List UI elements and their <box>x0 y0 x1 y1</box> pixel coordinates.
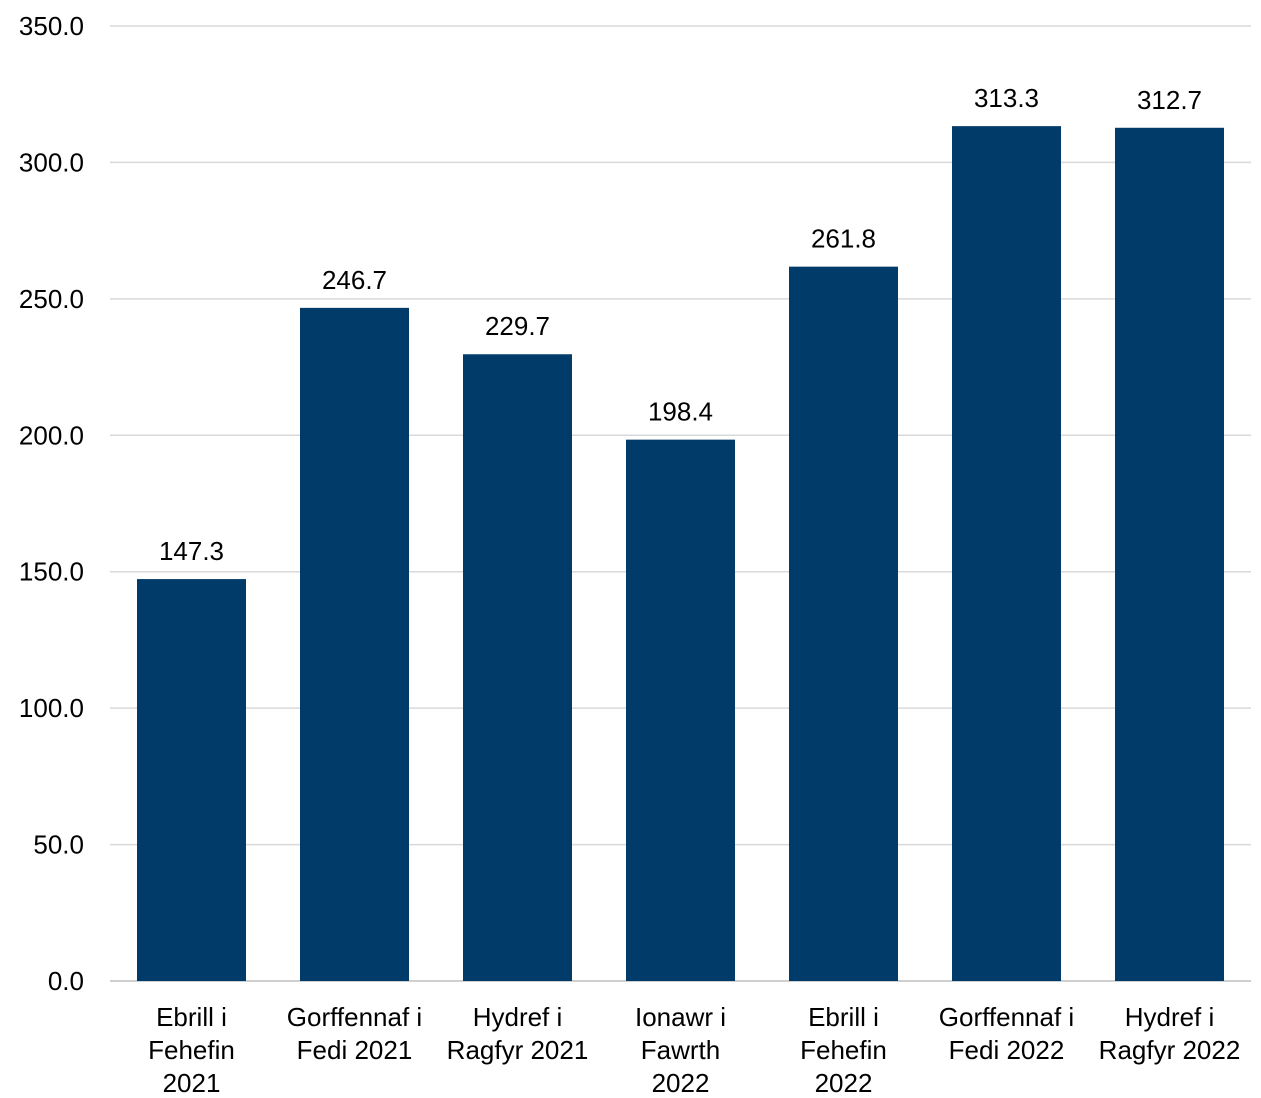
y-tick-label-1: 50.0 <box>33 830 84 860</box>
data-label-3: 198.4 <box>648 397 713 427</box>
y-tick-label-7: 350.0 <box>19 11 84 41</box>
bars <box>137 126 1224 982</box>
y-tick-label-4: 200.0 <box>19 420 84 450</box>
data-label-1: 246.7 <box>322 265 387 295</box>
data-label-2: 229.7 <box>485 311 550 341</box>
bar-3 <box>626 439 735 981</box>
x-tick-label-6-line-0: Hydref i <box>1125 1002 1215 1032</box>
x-tick-label-2: Hydref i Ragfyr 2021 <box>447 1002 589 1065</box>
data-label-5: 313.3 <box>974 83 1039 113</box>
x-tick-label-5: Gorffennaf i Fedi 2022 <box>939 1002 1074 1065</box>
bar-6 <box>1115 127 1224 982</box>
x-tick-label-5-line-1: Fedi 2022 <box>949 1035 1065 1065</box>
data-label-6: 312.7 <box>1137 85 1202 115</box>
y-tick-label-2: 100.0 <box>19 693 84 723</box>
y-tick-label-0: 0.0 <box>48 966 84 996</box>
y-tick-label-5: 250.0 <box>19 284 84 314</box>
x-tick-label-0-line-0: Ebrill i <box>156 1002 227 1032</box>
data-labels: 147.3 246.7 229.7 198.4 261.8 313.3 312.7 <box>159 83 1202 566</box>
x-tick-label-1-line-1: Fedi 2021 <box>297 1035 413 1065</box>
bar-4 <box>789 266 898 981</box>
x-tick-label-6-line-1: Ragfyr 2022 <box>1099 1035 1241 1065</box>
x-tick-label-6: Hydref i Ragfyr 2022 <box>1099 1002 1241 1065</box>
bar-5 <box>952 126 1061 982</box>
x-tick-label-4-line-1: Fehefin <box>800 1035 887 1065</box>
x-tick-label-2-line-0: Hydref i <box>473 1002 563 1032</box>
y-tick-label-3: 150.0 <box>19 557 84 587</box>
bar-1 <box>300 307 409 981</box>
x-tick-label-0-line-1: Fehefin <box>148 1035 235 1065</box>
x-tick-label-3-line-2: 2022 <box>652 1068 710 1098</box>
x-tick-label-4-line-0: Ebrill i <box>808 1002 879 1032</box>
data-label-4: 261.8 <box>811 224 876 254</box>
x-tick-label-0-line-2: 2021 <box>163 1068 221 1098</box>
x-tick-label-4: Ebrill i Fehefin 2022 <box>800 1002 887 1098</box>
data-label-0: 147.3 <box>159 536 224 566</box>
x-tick-label-3-line-1: Fawrth <box>641 1035 720 1065</box>
bar-2 <box>463 354 572 981</box>
x-tick-label-2-line-1: Ragfyr 2021 <box>447 1035 589 1065</box>
x-tick-label-3: Ionawr i Fawrth 2022 <box>635 1002 726 1098</box>
x-tick-label-1-line-0: Gorffennaf i <box>287 1002 422 1032</box>
y-tick-label-6: 300.0 <box>19 147 84 177</box>
x-tick-label-5-line-0: Gorffennaf i <box>939 1002 1074 1032</box>
x-tick-label-3-line-0: Ionawr i <box>635 1002 726 1032</box>
x-tick-label-0: Ebrill i Fehefin 2021 <box>148 1002 235 1098</box>
bar-0 <box>137 579 246 981</box>
y-axis-ticks: 0.0 50.0 100.0 150.0 200.0 250.0 300.0 350.0 <box>19 11 84 996</box>
x-tick-label-1: Gorffennaf i Fedi 2021 <box>287 1002 422 1065</box>
x-tick-label-4-line-2: 2022 <box>815 1068 873 1098</box>
